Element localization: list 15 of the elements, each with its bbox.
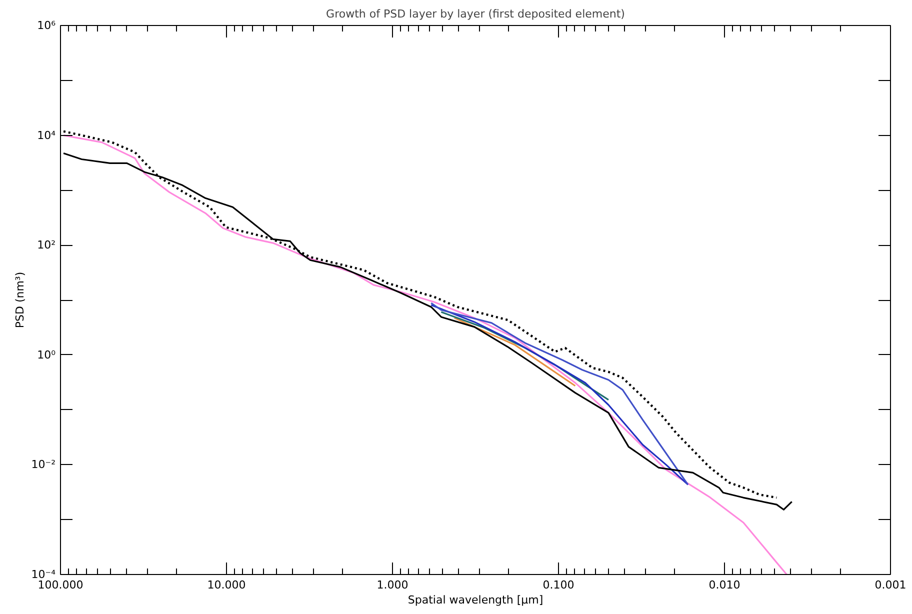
x-tick-label: 10.000 <box>207 578 246 592</box>
y-axis-title: PSD (nm³) <box>13 272 26 328</box>
y-tick-label: 10⁻⁴ <box>31 568 56 581</box>
x-tick-label: 0.100 <box>542 578 574 592</box>
y-tick-label: 10² <box>37 238 56 252</box>
chart-title: Growth of PSD layer by layer (first deposited element) <box>326 8 625 20</box>
x-axis-title: Spatial wavelength [μm] <box>408 594 544 606</box>
y-tick-label: 10⁶ <box>37 19 56 32</box>
x-tick-label: 100.000 <box>38 578 84 592</box>
x-tick-label: 0.010 <box>708 578 740 592</box>
y-tick-label: 10⁻² <box>31 458 56 472</box>
y-tick-label: 10⁰ <box>37 348 56 362</box>
y-tick-label: 10⁴ <box>37 128 56 142</box>
x-tick-label: 0.001 <box>874 578 906 592</box>
x-tick-label: 1.000 <box>376 578 408 592</box>
